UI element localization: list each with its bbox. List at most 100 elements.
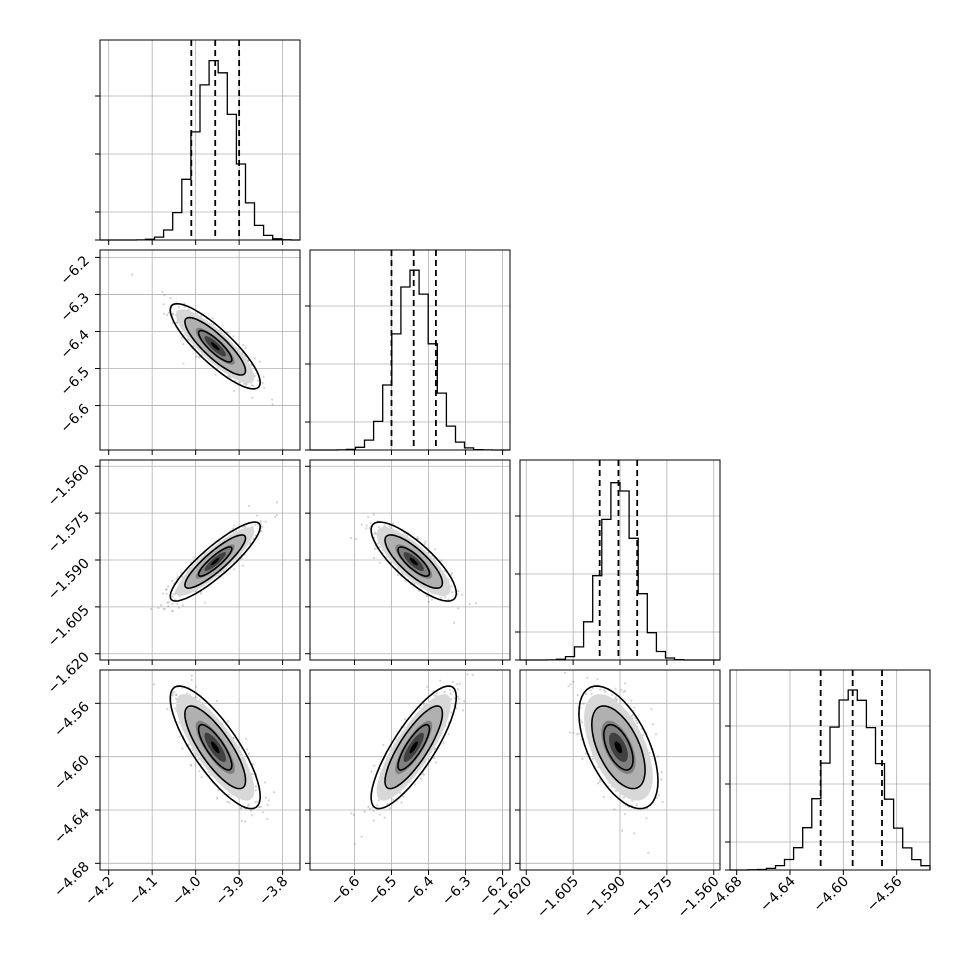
sample-point (395, 738, 398, 741)
sample-point (657, 794, 661, 797)
density-fill (210, 557, 220, 566)
sample-point (171, 602, 174, 605)
sample-point (433, 557, 436, 560)
sample-point (404, 718, 407, 721)
density-contour (169, 302, 262, 390)
sample-point (423, 542, 426, 546)
sample-point (161, 592, 164, 595)
density-fill (210, 342, 220, 351)
sample-point (231, 527, 234, 530)
sample-point (260, 530, 263, 533)
sample-point (267, 799, 270, 802)
x-tick-label: −6.4 (402, 873, 437, 908)
sample-point (271, 398, 274, 401)
sample-point (650, 708, 653, 711)
y-tick-label: −4.56 (51, 699, 93, 741)
sample-point (172, 593, 175, 596)
sample-point (435, 692, 439, 695)
sample-point (175, 693, 178, 697)
sample-point (193, 752, 196, 755)
sample-point (373, 532, 376, 536)
sample-point (392, 798, 395, 801)
histogram-step (310, 269, 510, 451)
sample-point (575, 733, 578, 736)
sample-point (434, 761, 437, 764)
sample-point (582, 702, 585, 706)
y-tick-label: −4.64 (51, 805, 93, 847)
sample-point (372, 810, 375, 813)
sample-point (167, 601, 170, 604)
sample-point (171, 610, 174, 613)
density-contour (397, 546, 431, 578)
panel-frame (99, 249, 301, 451)
density-contour (169, 685, 262, 810)
sample-point (350, 536, 353, 540)
histogram-panel: −4.68 −4.64 −4.60 −4.56 (704, 669, 931, 915)
sample-point (599, 688, 602, 691)
sample-point (450, 698, 453, 701)
sample-point (261, 525, 264, 528)
sample-point (226, 331, 229, 334)
sample-point (233, 568, 236, 571)
sample-point (581, 721, 584, 724)
sample-point (240, 819, 243, 822)
sample-point (181, 604, 184, 607)
sample-point (256, 514, 259, 517)
sample-point (167, 585, 170, 588)
sample-point (195, 685, 198, 688)
sample-point (165, 592, 168, 595)
sample-point (227, 375, 230, 378)
sample-point (216, 699, 219, 703)
sample-point (353, 843, 356, 846)
sample-point (463, 700, 466, 703)
sample-point (251, 396, 254, 399)
sample-point (382, 743, 385, 747)
sample-point (388, 525, 391, 528)
sample-point (416, 536, 419, 539)
sample-point (244, 820, 247, 823)
sample-point (442, 742, 445, 745)
sample-point (652, 723, 655, 726)
sample-point (254, 523, 257, 526)
sample-point (374, 547, 377, 551)
sample-point (273, 791, 276, 794)
sample-point (379, 813, 382, 816)
sample-point (636, 722, 639, 725)
sample-point (160, 604, 163, 607)
x-tick-label: −4.0 (169, 874, 204, 909)
sample-point (215, 796, 219, 800)
sample-point (591, 757, 595, 760)
sample-point (177, 606, 180, 609)
sample-point (440, 559, 443, 562)
sample-point (249, 364, 252, 367)
sample-point (196, 312, 199, 315)
sample-point (352, 813, 355, 816)
sample-point (455, 707, 458, 710)
sample-point (433, 548, 436, 551)
sample-point (175, 577, 178, 580)
sample-point (171, 609, 174, 612)
sample-point (176, 575, 179, 578)
density-contour (197, 546, 233, 578)
sample-point (579, 706, 582, 710)
sample-point (157, 606, 160, 610)
density-contour (397, 723, 431, 771)
sample-point (457, 589, 460, 593)
sample-point (372, 819, 375, 822)
sample-point (444, 596, 447, 599)
sample-point (247, 359, 250, 362)
sample-point (576, 693, 579, 697)
sample-point (370, 770, 373, 773)
sample-point (660, 778, 663, 781)
sample-point (443, 690, 446, 694)
sample-point (171, 579, 174, 582)
scatter-panel: −6.6−6.5−6.4−6.3−6.2 (305, 669, 511, 909)
sample-point (246, 748, 249, 751)
sample-point (163, 312, 166, 315)
sample-point (613, 808, 616, 811)
x-tick-label: −4.64 (757, 873, 799, 915)
sample-point (376, 804, 379, 807)
sample-point (175, 321, 178, 324)
sample-point (630, 715, 633, 718)
sample-point (350, 812, 353, 815)
